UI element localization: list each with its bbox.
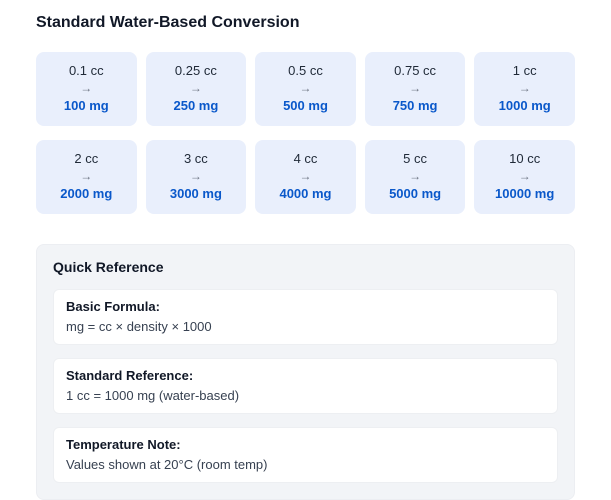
mg-value: 10000 mg (495, 186, 555, 201)
conversion-card: 3 cc → 3000 mg (145, 140, 247, 214)
item-label: Basic Formula: (66, 299, 160, 314)
item-value: Values shown at 20°C (room temp) (66, 457, 268, 472)
quick-reference-title: Quick Reference (53, 259, 164, 275)
mg-value: 5000 mg (389, 186, 442, 201)
cc-value: 0.1 cc (68, 63, 104, 78)
conversion-card: 0.25 cc → 250 mg (145, 52, 247, 126)
conversion-card: 0.1 cc → 100 mg (36, 52, 137, 126)
quick-reference-item-basic-formula: Basic Formula: mg = cc × density × 1000 (53, 289, 558, 345)
arrow-icon: → (189, 169, 202, 183)
conversion-grid: 0.1 cc → 100 mg 0.25 cc → 250 mg 0.5 cc … (36, 52, 575, 214)
mg-value: 2000 mg (60, 186, 113, 201)
cc-value: 1 cc (512, 63, 537, 78)
mg-value: 4000 mg (279, 186, 332, 201)
mg-value: 500 mg (283, 98, 328, 113)
arrow-icon: → (518, 169, 531, 183)
arrow-icon: → (409, 169, 422, 183)
conversion-card: 10 cc → 10000 mg (474, 140, 575, 214)
item-value: mg = cc × density × 1000 (66, 319, 212, 334)
mg-value: 3000 mg (169, 186, 222, 201)
arrow-icon: → (518, 81, 531, 95)
cc-value: 5 cc (403, 151, 428, 166)
arrow-icon: → (189, 81, 202, 95)
arrow-icon: → (299, 81, 312, 95)
conversion-card: 4 cc → 4000 mg (255, 140, 356, 214)
cc-value: 10 cc (509, 151, 541, 166)
mg-value: 750 mg (392, 98, 438, 113)
mg-value: 250 mg (173, 98, 219, 113)
cc-value: 4 cc (293, 151, 318, 166)
arrow-icon: → (299, 169, 312, 183)
cc-value: 0.25 cc (174, 63, 217, 78)
arrow-icon: → (409, 81, 422, 95)
quick-reference-item-standard-reference: Standard Reference: 1 cc = 1000 mg (wate… (53, 358, 558, 414)
item-value: 1 cc = 1000 mg (water-based) (66, 388, 240, 403)
cc-value: 2 cc (74, 151, 99, 166)
arrow-icon: → (80, 81, 93, 95)
cc-value: 3 cc (183, 151, 208, 166)
arrow-icon: → (80, 169, 93, 183)
cc-value: 0.75 cc (394, 63, 437, 78)
mg-value: 100 mg (63, 98, 109, 113)
mg-value: 1000 mg (498, 98, 551, 113)
page-title: Standard Water-Based Conversion (36, 14, 300, 31)
item-label: Standard Reference: (66, 368, 194, 383)
quick-reference-panel: Quick Reference Basic Formula: mg = cc ×… (36, 244, 575, 500)
item-label: Temperature Note: (66, 437, 181, 452)
cc-value: 0.5 cc (288, 63, 323, 78)
quick-reference-item-temperature-note: Temperature Note: Values shown at 20°C (… (53, 427, 558, 483)
conversion-card: 1 cc → 1000 mg (474, 52, 575, 126)
conversion-card: 0.5 cc → 500 mg (255, 52, 356, 126)
conversion-card: 5 cc → 5000 mg (364, 140, 466, 214)
conversion-card: 0.75 cc → 750 mg (364, 52, 466, 126)
conversion-card: 2 cc → 2000 mg (36, 140, 137, 214)
